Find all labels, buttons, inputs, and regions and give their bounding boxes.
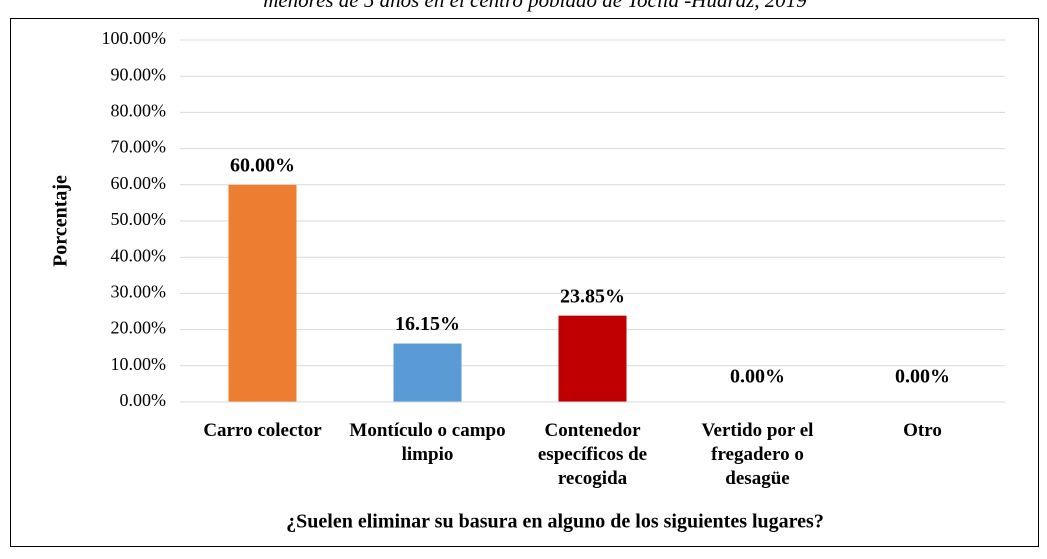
y-tick-label: 80.00% xyxy=(111,101,167,121)
x-tick-label: Otro xyxy=(903,420,942,441)
chart-frame xyxy=(10,18,1039,547)
bar xyxy=(228,184,297,402)
bar xyxy=(558,315,627,402)
x-tick-label: Montículo o campo limpio xyxy=(349,420,506,465)
y-tick-label: 20.00% xyxy=(111,318,167,338)
data-label: 0.00% xyxy=(895,366,950,388)
x-tick-label: Contenedor específicos de recogida xyxy=(537,420,648,489)
y-tick-label: 10.00% xyxy=(111,354,167,374)
y-tick-label: 70.00% xyxy=(111,137,167,157)
y-tick-label: 0.00% xyxy=(120,390,167,410)
data-label: 60.00% xyxy=(230,154,295,176)
bar xyxy=(393,343,462,402)
y-tick-label: 60.00% xyxy=(111,173,167,193)
y-axis-label: Porcentaje xyxy=(50,175,72,267)
y-tick-label: 90.00% xyxy=(111,64,167,84)
x-axis-label: ¿Suelen eliminar su basura en alguno de … xyxy=(286,511,824,533)
y-tick-label: 100.00% xyxy=(102,28,167,48)
data-label: 23.85% xyxy=(560,285,625,307)
x-tick-label: Carro colector xyxy=(203,420,322,441)
data-label: 0.00% xyxy=(730,366,785,388)
x-tick-label: Vertido por el fregadero o desagüe xyxy=(701,420,814,489)
y-tick-label: 40.00% xyxy=(111,245,167,265)
y-tick-label: 30.00% xyxy=(111,282,167,302)
y-tick-label: 50.00% xyxy=(111,209,167,229)
chart-subtitle: menores de 5 años en el centro poblado d… xyxy=(263,0,807,12)
data-label: 16.15% xyxy=(395,313,460,335)
